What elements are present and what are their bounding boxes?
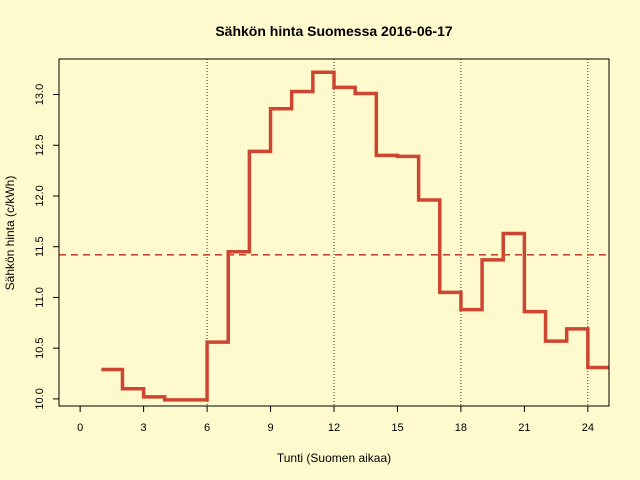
price-step-line: [101, 70, 609, 402]
x-tick-label-24: 24: [582, 422, 594, 434]
x-tick-label-12: 12: [328, 422, 340, 434]
x-tick-label-15: 15: [391, 422, 403, 434]
x-tick-label-6: 6: [204, 422, 210, 434]
y-tick-label-2: 11.0: [34, 287, 46, 308]
y-tick-label-0: 10.0: [34, 388, 46, 409]
y-axis-label: Sähkön hinta (c/kWh): [3, 176, 17, 291]
chart-title: Sähkön hinta Suomessa 2016-06-17: [215, 23, 453, 39]
x-tick-label-9: 9: [267, 422, 273, 434]
x-tick-label-3: 3: [141, 422, 147, 434]
plot-area: 0 3 6 9 12 15 18 21 24 10.0 10.5 11.0 11.5 12.0 12.5 13…: [34, 58, 610, 434]
y-tick-label-3: 11.5: [34, 236, 46, 257]
x-tick-label-0: 0: [77, 422, 83, 434]
x-axis-label: Tunti (Suomen aikaa): [277, 451, 391, 465]
y-tick-label-4: 12.0: [34, 185, 46, 206]
y-tick-label-1: 10.5: [34, 337, 46, 358]
x-tick-label-21: 21: [518, 422, 530, 434]
y-tick-label-5: 12.5: [34, 135, 46, 156]
y-tick-label-6: 13.0: [34, 84, 46, 105]
x-tick-label-18: 18: [455, 422, 467, 434]
